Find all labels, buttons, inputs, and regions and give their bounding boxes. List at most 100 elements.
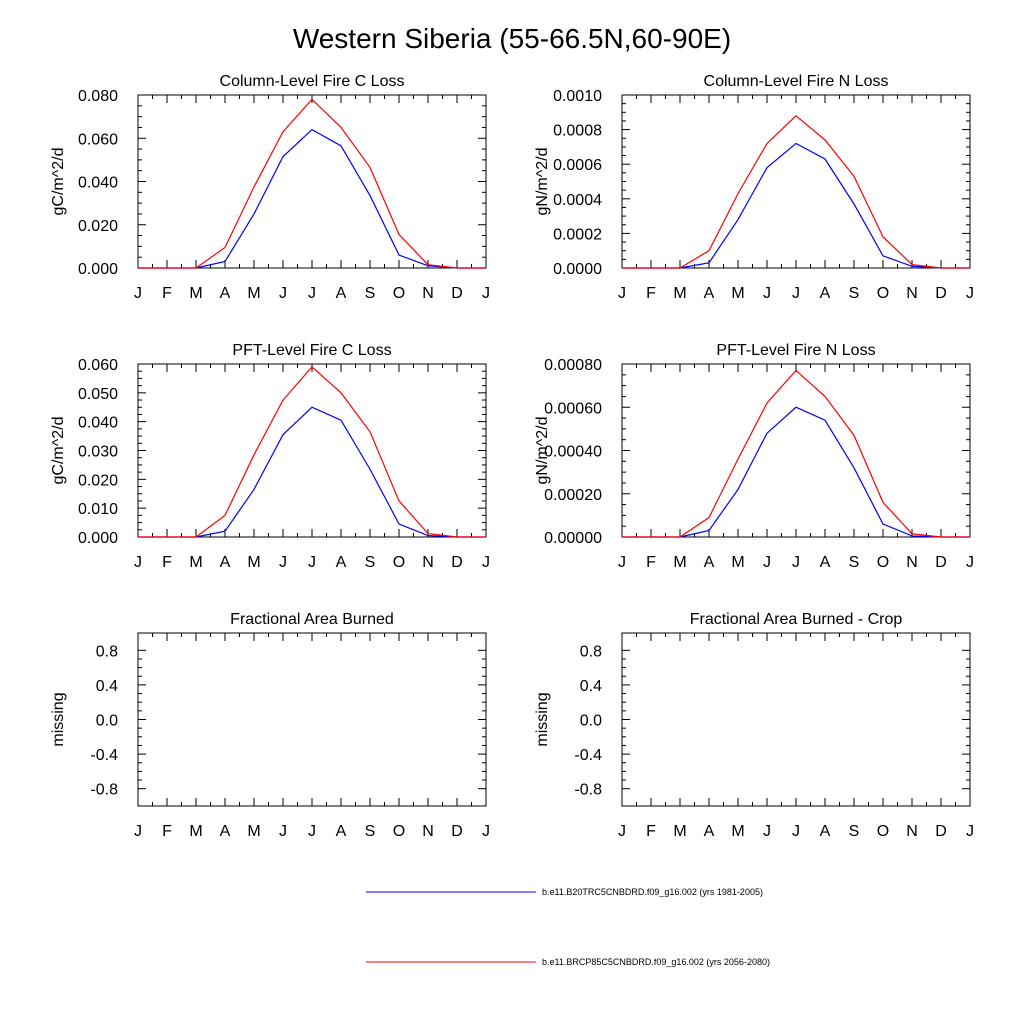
y-tick-label: 0.080 bbox=[78, 88, 118, 105]
y-axis-label: missing bbox=[534, 692, 551, 746]
chart-title: Column-Level Fire N Loss bbox=[704, 73, 889, 90]
y-axis-label: missing bbox=[50, 692, 67, 746]
y-tick-label: 0.0010 bbox=[553, 88, 602, 105]
x-tick-label: J bbox=[308, 554, 316, 571]
x-tick-label: O bbox=[877, 285, 889, 302]
y-tick-label: 0.00080 bbox=[544, 357, 602, 374]
y-tick-label: 0.030 bbox=[78, 444, 118, 461]
x-tick-label: F bbox=[162, 823, 172, 840]
x-tick-label: O bbox=[877, 554, 889, 571]
y-tick-label: 0.8 bbox=[580, 643, 602, 660]
x-tick-label: J bbox=[482, 554, 490, 571]
y-tick-label: 0.0004 bbox=[553, 192, 602, 209]
x-tick-label: M bbox=[731, 823, 744, 840]
x-tick-label: J bbox=[134, 823, 142, 840]
y-tick-label: 0.000 bbox=[78, 530, 118, 547]
x-tick-label: J bbox=[966, 285, 974, 302]
y-tick-label: 0.00040 bbox=[544, 444, 602, 461]
x-tick-label: F bbox=[162, 554, 172, 571]
y-tick-label: 0.00000 bbox=[544, 530, 602, 547]
x-tick-label: A bbox=[704, 285, 715, 302]
x-tick-label: J bbox=[763, 285, 771, 302]
x-tick-label: D bbox=[451, 823, 463, 840]
x-tick-label: M bbox=[247, 823, 260, 840]
x-tick-label: J bbox=[763, 554, 771, 571]
series-line-1 bbox=[622, 114, 970, 269]
x-tick-label: S bbox=[365, 285, 376, 302]
x-tick-label: M bbox=[731, 285, 744, 302]
x-tick-label: O bbox=[393, 554, 405, 571]
x-tick-label: A bbox=[336, 285, 347, 302]
x-tick-label: N bbox=[906, 285, 918, 302]
y-tick-label: -0.8 bbox=[90, 782, 118, 799]
x-tick-label: J bbox=[279, 823, 287, 840]
y-tick-label: 0.000 bbox=[78, 261, 118, 278]
y-tick-label: 0.00060 bbox=[544, 400, 602, 417]
x-tick-label: N bbox=[906, 823, 918, 840]
x-tick-label: M bbox=[673, 285, 686, 302]
x-tick-label: O bbox=[877, 823, 889, 840]
y-tick-label: -0.8 bbox=[574, 782, 602, 799]
x-tick-label: M bbox=[189, 285, 202, 302]
y-tick-label: 0.050 bbox=[78, 386, 118, 403]
series-line-1 bbox=[138, 366, 486, 538]
y-axis-label: gN/m^2/d bbox=[534, 148, 551, 216]
x-tick-label: F bbox=[646, 823, 656, 840]
x-tick-label: S bbox=[365, 823, 376, 840]
y-tick-label: 0.00020 bbox=[544, 487, 602, 504]
x-tick-label: N bbox=[422, 823, 434, 840]
x-tick-label: A bbox=[336, 823, 347, 840]
chart-title: Fractional Area Burned - Crop bbox=[690, 611, 903, 628]
plot-frame bbox=[621, 363, 971, 538]
x-tick-label: J bbox=[618, 823, 626, 840]
x-tick-label: J bbox=[618, 554, 626, 571]
x-tick-label: J bbox=[134, 554, 142, 571]
x-tick-label: J bbox=[308, 823, 316, 840]
x-tick-label: A bbox=[820, 823, 831, 840]
x-tick-label: M bbox=[189, 823, 202, 840]
x-tick-label: A bbox=[820, 285, 831, 302]
y-tick-label: 0.0002 bbox=[553, 226, 602, 243]
x-tick-label: A bbox=[336, 554, 347, 571]
x-tick-label: J bbox=[763, 823, 771, 840]
x-tick-label: A bbox=[704, 823, 715, 840]
chart-title: PFT-Level Fire C Loss bbox=[232, 342, 391, 359]
x-tick-label: S bbox=[849, 285, 860, 302]
y-tick-label: 0.0008 bbox=[553, 123, 602, 140]
x-tick-label: A bbox=[220, 285, 231, 302]
x-tick-label: J bbox=[279, 285, 287, 302]
y-tick-label: 0.0000 bbox=[553, 261, 602, 278]
y-axis-label: gC/m^2/d bbox=[50, 148, 67, 216]
y-axis-label: gN/m^2/d bbox=[534, 417, 551, 485]
plot-frame bbox=[137, 632, 487, 807]
x-tick-label: O bbox=[393, 285, 405, 302]
y-tick-label: 0.060 bbox=[78, 357, 118, 374]
x-tick-label: F bbox=[162, 285, 172, 302]
x-tick-label: J bbox=[792, 823, 800, 840]
x-tick-label: J bbox=[134, 285, 142, 302]
x-tick-label: M bbox=[189, 554, 202, 571]
x-tick-label: M bbox=[731, 554, 744, 571]
x-tick-label: J bbox=[966, 554, 974, 571]
x-tick-label: F bbox=[646, 285, 656, 302]
series-line-0 bbox=[622, 406, 970, 538]
x-tick-label: J bbox=[792, 554, 800, 571]
y-tick-label: 0.8 bbox=[96, 643, 118, 660]
x-tick-label: D bbox=[451, 554, 463, 571]
chart-title: PFT-Level Fire N Loss bbox=[716, 342, 875, 359]
x-tick-label: M bbox=[673, 823, 686, 840]
x-tick-label: S bbox=[849, 823, 860, 840]
x-tick-label: J bbox=[618, 285, 626, 302]
plot-frame bbox=[137, 363, 487, 538]
y-tick-label: 0.040 bbox=[78, 175, 118, 192]
y-tick-label: 0.4 bbox=[96, 678, 118, 695]
x-tick-label: J bbox=[966, 823, 974, 840]
x-tick-label: N bbox=[422, 285, 434, 302]
